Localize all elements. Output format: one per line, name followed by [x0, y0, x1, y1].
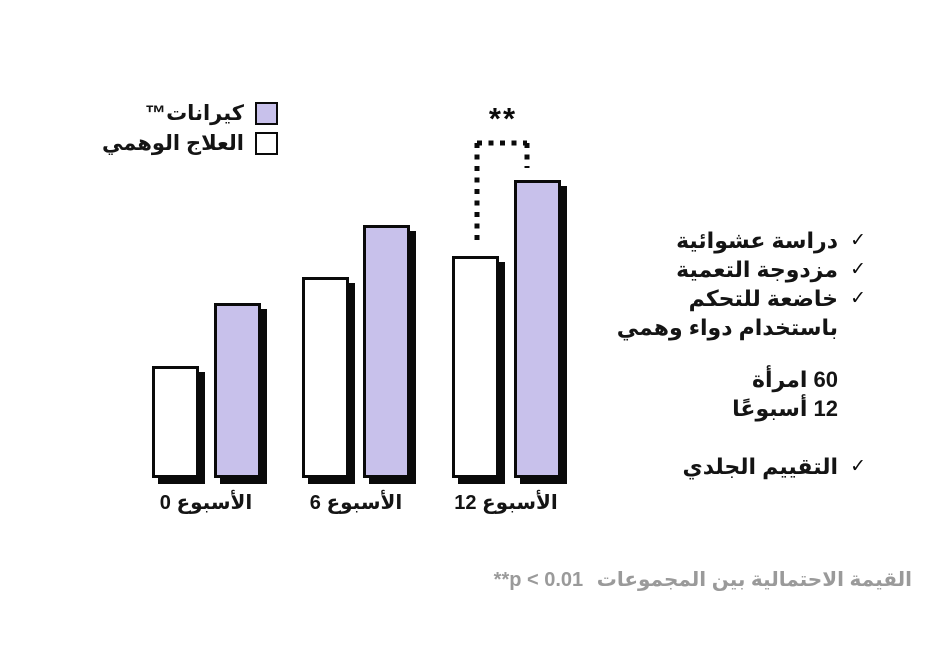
significance-bracket-icon	[474, 140, 530, 246]
chart-legend: كيرانات™ العلاج الوهمي	[102, 101, 278, 156]
p-value-footnote: القيمة الاحتمالية بين المجموعات **p < 0.…	[494, 567, 912, 592]
check-icon: ✓	[850, 288, 866, 309]
list-item-label: التقييم الجلدي	[682, 454, 838, 479]
legend-swatch-placebo-icon	[255, 132, 278, 155]
check-icon: ✓	[850, 456, 866, 477]
bar-keranat-group-0	[214, 303, 261, 478]
list-item-label: مزدوجة التعمية	[676, 257, 838, 282]
bar-placebo-group-0	[152, 366, 199, 478]
cohort-weeks: 12 أسبوعًا	[732, 396, 838, 421]
footnote-arabic-text: القيمة الاحتمالية بين المجموعات	[596, 569, 912, 591]
x-label-week-0: الأسبوع 0	[159, 492, 253, 514]
list-item-continuation: باستخدام دواء وهمي	[617, 313, 866, 342]
footnote-stat-value: **p < 0.01	[493, 569, 584, 591]
cohort-info: 60 امرأة 12 أسبوعًا	[732, 365, 866, 423]
list-item: ✓ مزدوجة التعمية	[617, 255, 866, 284]
cohort-women: 60 امرأة	[752, 367, 838, 392]
list-item-label: دراسة عشوائية	[676, 228, 838, 253]
legend-label-keranat: كيرانات™	[145, 102, 244, 125]
x-label-week-12: الأسبوع 12	[454, 492, 558, 514]
significance-stars: **	[488, 101, 518, 136]
legend-item-keranat: كيرانات™	[102, 101, 278, 126]
list-item-label: خاضعة للتحكم	[688, 286, 838, 311]
list-item: ✓ دراسة عشوائية	[617, 226, 866, 255]
legend-swatch-keranat-icon	[255, 102, 278, 125]
legend-item-placebo: العلاج الوهمي	[102, 131, 278, 156]
bar-placebo-group-1	[302, 277, 349, 478]
bar-keranat-group-1	[363, 225, 410, 478]
bar-placebo-group-2	[452, 256, 499, 478]
legend-label-placebo: العلاج الوهمي	[102, 132, 244, 155]
check-icon: ✓	[850, 230, 866, 251]
list-item: ✓ التقييم الجلدي	[683, 452, 866, 481]
check-icon: ✓	[850, 259, 866, 280]
list-item-label: باستخدام دواء وهمي	[616, 315, 838, 340]
study-design-list: ✓ دراسة عشوائية ✓ مزدوجة التعمية ✓ خاضعة…	[617, 226, 866, 342]
x-label-week-6: الأسبوع 6	[309, 492, 403, 514]
list-item: ✓ خاضعة للتحكم	[617, 284, 866, 313]
assessment-item: ✓ التقييم الجلدي	[683, 452, 866, 481]
bar-keranat-group-2	[514, 180, 561, 478]
